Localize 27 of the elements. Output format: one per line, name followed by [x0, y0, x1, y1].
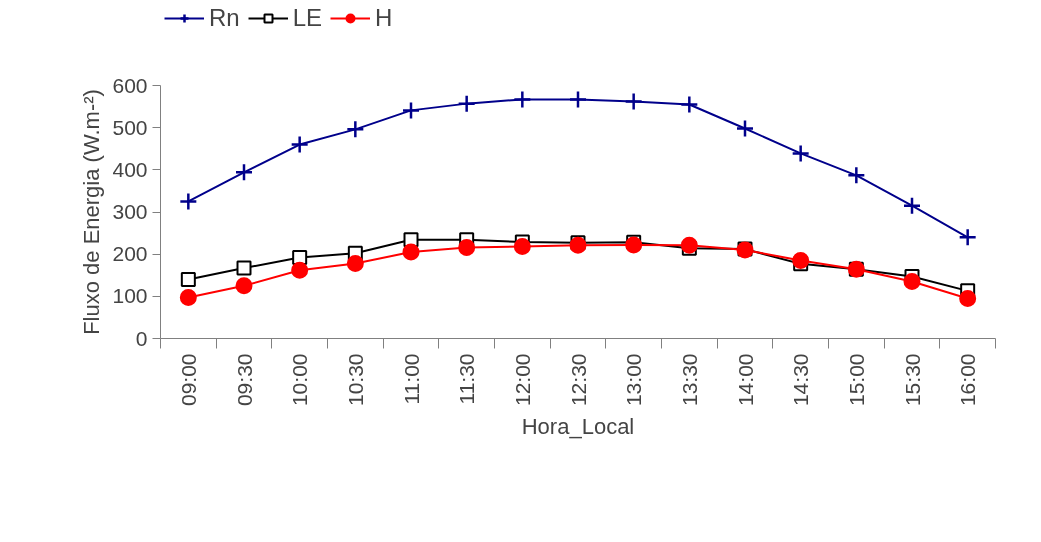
- x-axis-title: Hora_Local: [521, 414, 635, 440]
- legend-label: LE: [292, 4, 323, 32]
- legend-label: H: [375, 4, 394, 32]
- x-tick-label: 11:00: [399, 353, 423, 405]
- x-tick-label: 15:00: [844, 353, 868, 407]
- y-tick-label: 300: [112, 200, 148, 223]
- x-tick-label: 09:30: [232, 353, 256, 407]
- x-tick-label: 12:00: [510, 353, 534, 407]
- legend-label: Rn: [209, 4, 240, 32]
- y-tick-label: 0: [135, 326, 148, 350]
- x-tick-label: 13:00: [622, 353, 646, 407]
- x-tick-label: 10:00: [288, 353, 312, 407]
- x-tick-label: 15:30: [900, 353, 924, 407]
- y-tick-label: 600: [112, 73, 148, 97]
- x-tick-label: 10:30: [343, 353, 367, 407]
- y-axis-title: Fluxo de Energia (W.m-²): [79, 89, 105, 335]
- x-tick-label: 09:00: [176, 353, 200, 407]
- x-tick-label: 14:30: [789, 353, 813, 407]
- x-tick-label: 12:30: [566, 353, 590, 407]
- x-tick-label: 13:30: [677, 353, 701, 407]
- x-tick-label: 11:30: [455, 353, 479, 405]
- x-tick-label: 14:00: [733, 353, 757, 407]
- y-tick-label: 500: [112, 115, 148, 139]
- y-tick-label: 100: [112, 284, 148, 308]
- y-tick-label: 200: [112, 242, 148, 266]
- y-tick-label: 400: [112, 157, 148, 181]
- x-tick-label: 16:00: [956, 353, 980, 407]
